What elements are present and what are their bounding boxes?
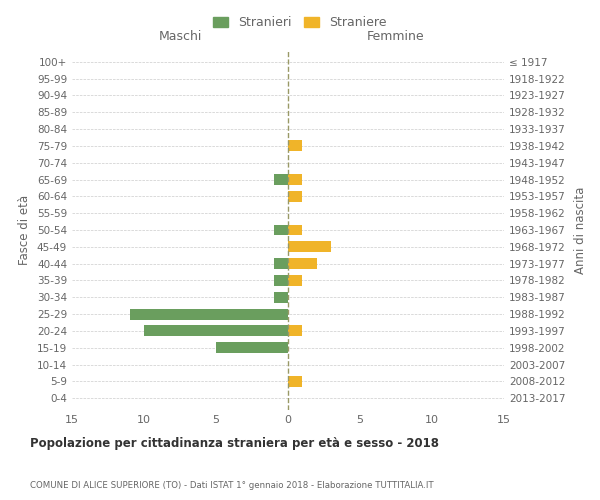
Bar — [288, 224, 302, 235]
Text: COMUNE DI ALICE SUPERIORE (TO) - Dati ISTAT 1° gennaio 2018 - Elaborazione TUTTI: COMUNE DI ALICE SUPERIORE (TO) - Dati IS… — [30, 481, 434, 490]
Bar — [288, 326, 302, 336]
Bar — [288, 242, 331, 252]
Bar — [274, 275, 288, 286]
Bar — [288, 191, 302, 202]
Text: Maschi: Maschi — [158, 30, 202, 44]
Legend: Stranieri, Straniere: Stranieri, Straniere — [208, 11, 392, 34]
Text: Popolazione per cittadinanza straniera per età e sesso - 2018: Popolazione per cittadinanza straniera p… — [30, 437, 439, 450]
Bar — [144, 326, 288, 336]
Bar — [130, 308, 288, 320]
Y-axis label: Anni di nascita: Anni di nascita — [574, 186, 587, 274]
Bar — [274, 224, 288, 235]
Bar — [274, 258, 288, 269]
Bar — [274, 292, 288, 303]
Text: Femmine: Femmine — [367, 30, 425, 44]
Bar — [288, 174, 302, 185]
Bar — [288, 258, 317, 269]
Bar — [216, 342, 288, 353]
Bar — [288, 376, 302, 387]
Y-axis label: Fasce di età: Fasce di età — [19, 195, 31, 265]
Bar — [274, 174, 288, 185]
Bar — [288, 275, 302, 286]
Bar — [288, 140, 302, 151]
